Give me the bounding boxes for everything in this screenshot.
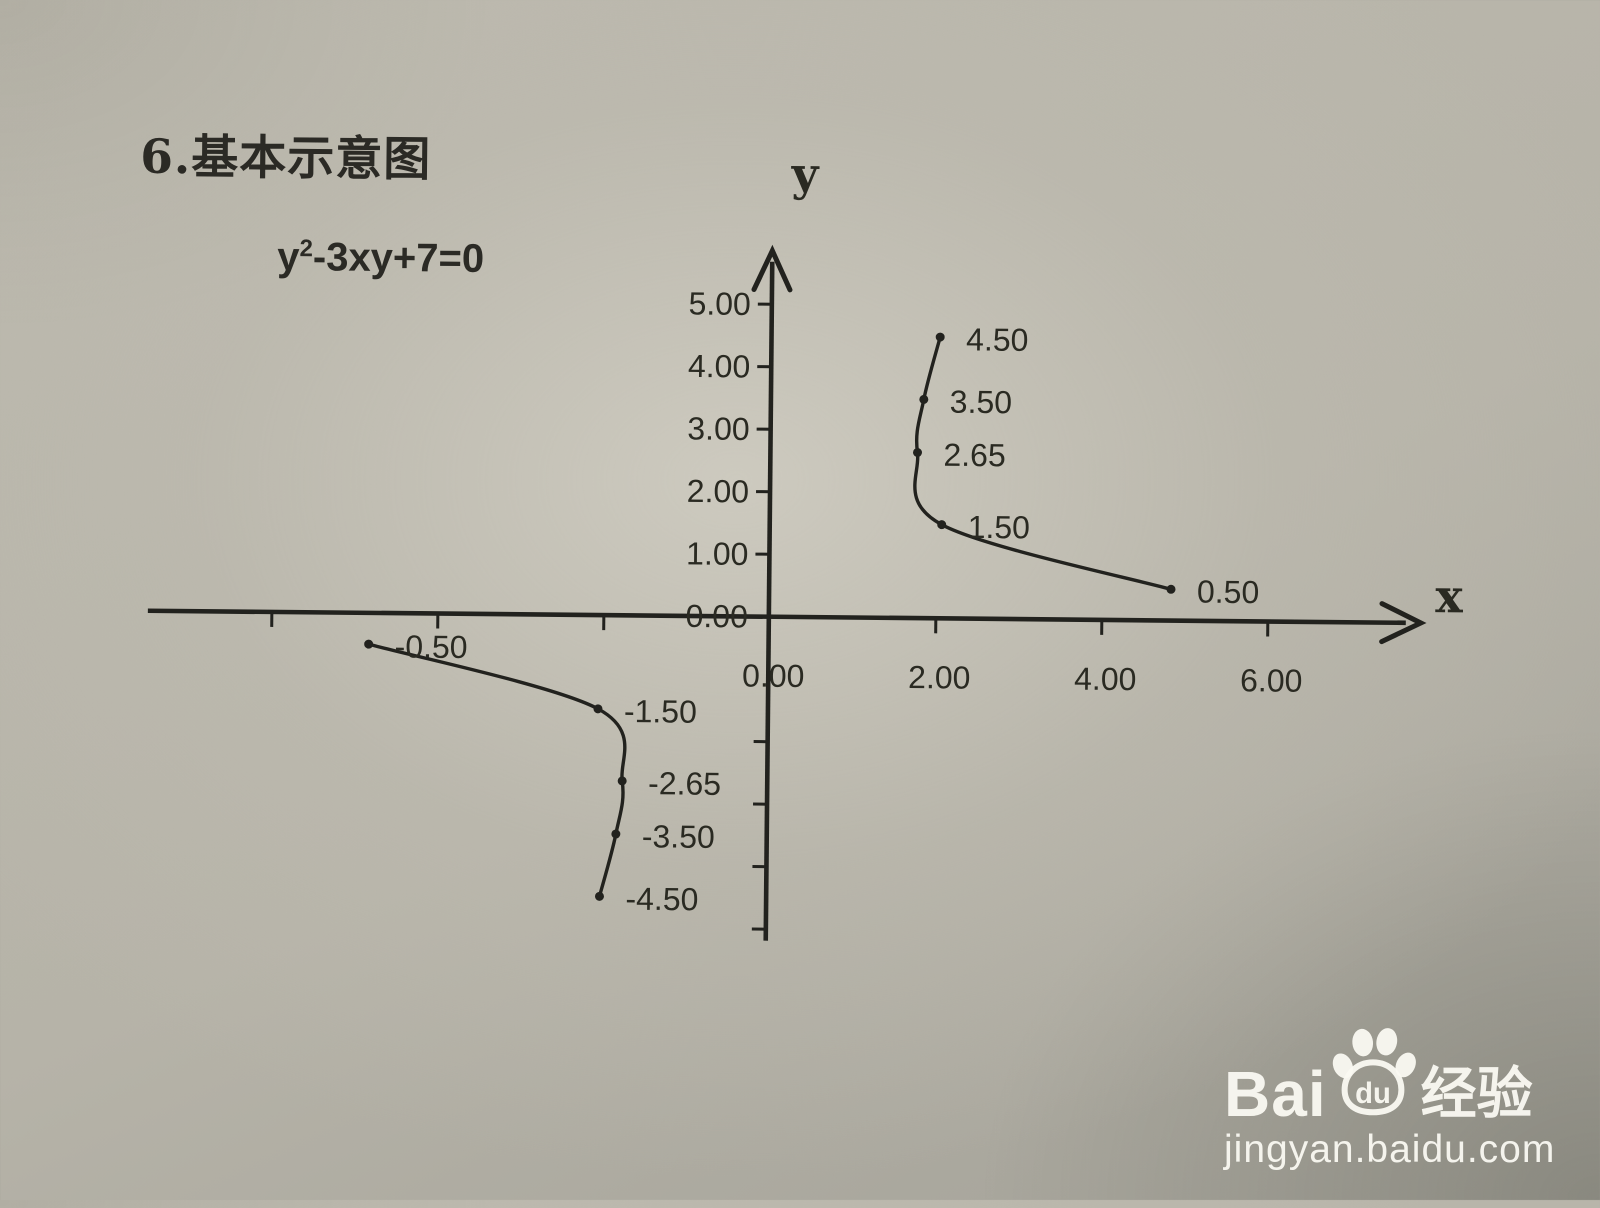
data-point-upper-branch	[936, 333, 945, 342]
data-point-label: 1.50	[968, 509, 1031, 546]
y-tick-label: 5.00	[688, 285, 751, 322]
y-axis-line	[766, 262, 773, 941]
data-point-label: -2.65	[648, 765, 721, 802]
x-tick-label: 0.00	[742, 657, 805, 694]
data-point-label: -1.50	[624, 693, 697, 730]
y-tick-label: 4.00	[688, 348, 751, 385]
y-tick-label: 2.00	[687, 473, 750, 510]
data-point-lower-branch	[595, 892, 604, 901]
baidu-logo-text-du: du	[1355, 1078, 1391, 1110]
data-point-lower-branch	[611, 829, 620, 838]
paw-toe	[1330, 1050, 1357, 1081]
data-point-lower-branch	[364, 640, 373, 649]
watermark-brand-row: Bai du 经验	[1224, 1022, 1555, 1120]
data-point-label: -3.50	[642, 818, 715, 855]
data-point-upper-branch	[937, 520, 946, 529]
paw-toe	[1351, 1028, 1374, 1058]
y-tick-label: 1.00	[686, 535, 749, 572]
curve-lower-branch	[366, 644, 626, 896]
watermark-jingyan-text: 经验	[1421, 1067, 1533, 1120]
x-tick-label: 4.00	[1074, 661, 1137, 698]
x-axis-line	[148, 611, 1406, 623]
data-point-upper-branch	[1166, 585, 1175, 594]
data-point-lower-branch	[618, 776, 627, 785]
data-point-label: -4.50	[625, 881, 698, 918]
y-axis-title: y	[790, 147, 820, 201]
data-point-upper-branch	[913, 448, 922, 457]
y-tick-label: 0.00	[685, 598, 748, 635]
data-point-label: 3.50	[950, 384, 1013, 421]
y-tick-label: 3.00	[687, 410, 750, 447]
baidu-jingyan-watermark: Bai du 经验 jingyan.baidu.com	[1224, 1022, 1555, 1172]
baidu-logo-text-bai: Bai	[1224, 1068, 1327, 1120]
x-tick-label: 6.00	[1240, 662, 1303, 699]
baidu-paw-icon: du	[1330, 1022, 1416, 1120]
data-point-upper-branch	[919, 395, 928, 404]
paw-toe	[1374, 1026, 1399, 1057]
data-point-label: 4.50	[966, 321, 1029, 358]
data-point-label: -0.50	[394, 628, 467, 665]
watermark-url: jingyan.baidu.com	[1224, 1128, 1555, 1172]
data-point-lower-branch	[593, 704, 602, 713]
data-point-label: 0.50	[1197, 574, 1260, 611]
data-point-label: 2.65	[943, 437, 1006, 474]
x-tick-label: 2.00	[908, 659, 971, 696]
x-axis-title: x	[1435, 569, 1464, 623]
